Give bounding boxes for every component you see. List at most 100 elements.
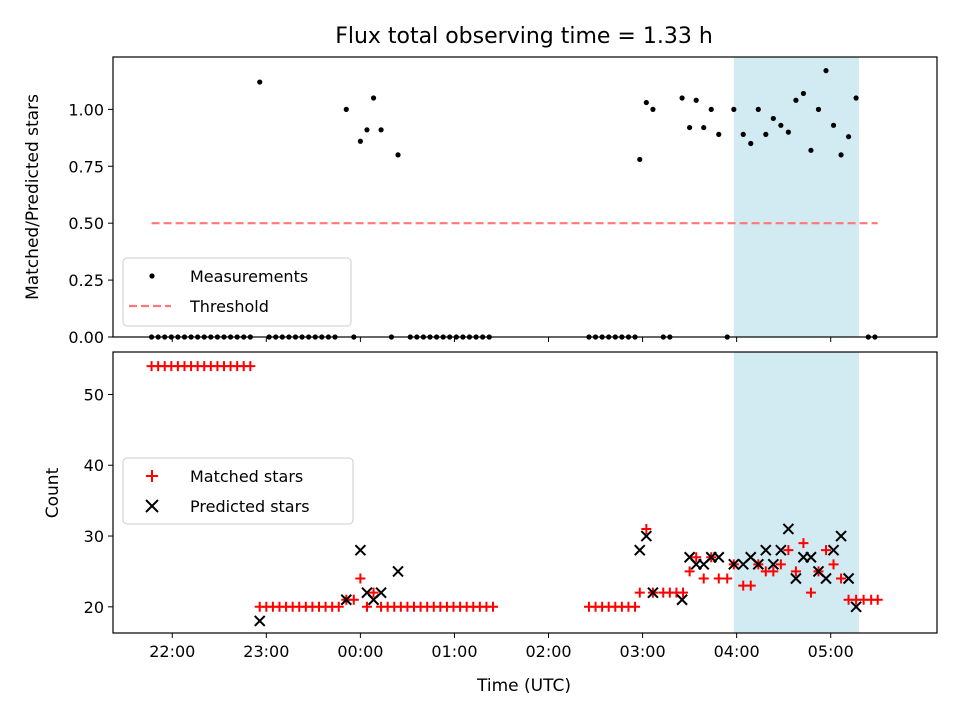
predicted-star-point bbox=[375, 586, 387, 599]
matched-star-point bbox=[634, 587, 645, 598]
y-tick-label: 50 bbox=[84, 385, 104, 404]
matched-star-point bbox=[872, 594, 883, 605]
legend-box bbox=[122, 257, 352, 327]
legend: Measurements Threshold bbox=[122, 257, 352, 327]
matched-star-point bbox=[790, 566, 801, 577]
y-tick-label: 1.00 bbox=[68, 100, 104, 119]
measurement-point bbox=[778, 122, 784, 128]
matched-star-point bbox=[698, 573, 709, 584]
measurement-point bbox=[838, 152, 844, 158]
matched-star-point bbox=[713, 573, 724, 584]
predicted-star-point bbox=[640, 530, 653, 542]
matched-star-point bbox=[722, 573, 733, 584]
bottom-xlabel: Time (UTC) bbox=[476, 676, 571, 696]
measurement-point bbox=[800, 90, 807, 97]
measurement-point bbox=[770, 115, 776, 122]
measurement-point bbox=[823, 68, 829, 74]
matched-star-point bbox=[333, 601, 344, 612]
plot-frame bbox=[112, 56, 938, 338]
predicted-star-point bbox=[713, 551, 725, 563]
measurement-point bbox=[650, 106, 656, 112]
matched-star-point bbox=[630, 601, 641, 612]
legend-marker bbox=[149, 273, 155, 279]
predicted-star-point bbox=[805, 551, 817, 563]
x-tick-label: 23:00 bbox=[243, 642, 289, 661]
measurement-point bbox=[716, 131, 722, 137]
predicted-star-point bbox=[254, 615, 266, 627]
matched-star-point bbox=[641, 523, 652, 534]
measurement-point bbox=[343, 106, 349, 112]
matched-star-point bbox=[368, 587, 379, 598]
x-tick-label: 01:00 bbox=[431, 642, 477, 661]
y-tick-label: 0.75 bbox=[68, 157, 104, 176]
measurement-point bbox=[378, 127, 384, 133]
measurement-point bbox=[687, 124, 693, 131]
y-tick-label: 30 bbox=[84, 527, 104, 546]
x-tick-label: 02:00 bbox=[525, 642, 571, 661]
y-tick-label: 40 bbox=[84, 456, 104, 475]
measurement-point bbox=[740, 131, 746, 137]
matched-star-point bbox=[783, 545, 794, 556]
measurement-point bbox=[679, 95, 685, 101]
measurement-point bbox=[845, 134, 852, 140]
predicted-star-point bbox=[634, 544, 646, 556]
legend-label: Matched stars bbox=[190, 467, 303, 486]
matched-star-point bbox=[678, 587, 689, 598]
matched-star-point bbox=[836, 573, 847, 584]
y-tick-label: 0.25 bbox=[68, 271, 104, 290]
predicted-star-point bbox=[827, 544, 840, 556]
legend-box bbox=[122, 457, 354, 525]
y-tick-label: 0.50 bbox=[68, 214, 104, 233]
predicted-star-point bbox=[790, 572, 802, 585]
measurement-point bbox=[370, 95, 377, 101]
measurement-point bbox=[257, 79, 263, 85]
measurement-point bbox=[808, 147, 814, 153]
legend-label: Measurements bbox=[190, 267, 308, 286]
measurement-point bbox=[815, 106, 822, 112]
legend-label: Threshold bbox=[189, 297, 269, 316]
x-tick-label: 03:00 bbox=[620, 642, 666, 661]
legend-marker bbox=[146, 470, 158, 482]
measurement-point bbox=[793, 97, 799, 103]
matched-star-point bbox=[805, 587, 816, 598]
matched-star-point bbox=[768, 566, 779, 577]
measurement-point bbox=[357, 138, 363, 144]
predicted-star-point bbox=[842, 572, 855, 585]
matched-star-point bbox=[798, 538, 809, 549]
measurement-point bbox=[830, 122, 837, 128]
predicted-star-point bbox=[752, 558, 764, 571]
matched-star-point bbox=[691, 552, 702, 563]
plot-frame bbox=[112, 351, 938, 634]
legend-label: Predicted stars bbox=[190, 497, 310, 516]
matched-star-point bbox=[488, 601, 499, 612]
predicted-star-point bbox=[850, 601, 862, 613]
predicted-star-point bbox=[354, 544, 367, 556]
predicted-star-point bbox=[767, 558, 780, 571]
x-tick-label: 00:00 bbox=[337, 642, 383, 661]
x-tick-label: 05:00 bbox=[808, 642, 854, 661]
measurement-point bbox=[785, 129, 791, 135]
matched-star-point bbox=[775, 559, 786, 570]
measurement-point bbox=[395, 152, 401, 158]
legend: Matched stars Predicted stars bbox=[122, 457, 354, 525]
highlight-span bbox=[733, 57, 859, 337]
y-tick-label: 20 bbox=[84, 598, 104, 617]
predicted-star-point bbox=[392, 565, 404, 578]
predicted-star-point bbox=[835, 530, 847, 542]
predicted-star-point bbox=[676, 594, 688, 606]
predicted-star-point bbox=[775, 544, 787, 556]
y-tick-label: 0.00 bbox=[68, 328, 104, 347]
panel-1-marks: 20 30 40 50 22:00 23:00 00:00 01:00 02:00 03:00 04… bbox=[84, 351, 938, 661]
matched-star-point bbox=[828, 559, 839, 570]
panel-0-marks: 0.00 0.25 0.50 0.75 1.00 Measurements Threshol… bbox=[68, 56, 938, 347]
measurement-point bbox=[693, 97, 699, 103]
measurement-point bbox=[708, 106, 714, 112]
matched-star-point bbox=[684, 566, 695, 577]
x-tick-label: 22:00 bbox=[149, 642, 195, 661]
measurement-point bbox=[748, 140, 754, 147]
measurement-point bbox=[731, 106, 737, 112]
matched-star-point bbox=[355, 573, 366, 584]
predicted-star-point bbox=[728, 558, 740, 571]
highlight-span bbox=[733, 352, 859, 633]
